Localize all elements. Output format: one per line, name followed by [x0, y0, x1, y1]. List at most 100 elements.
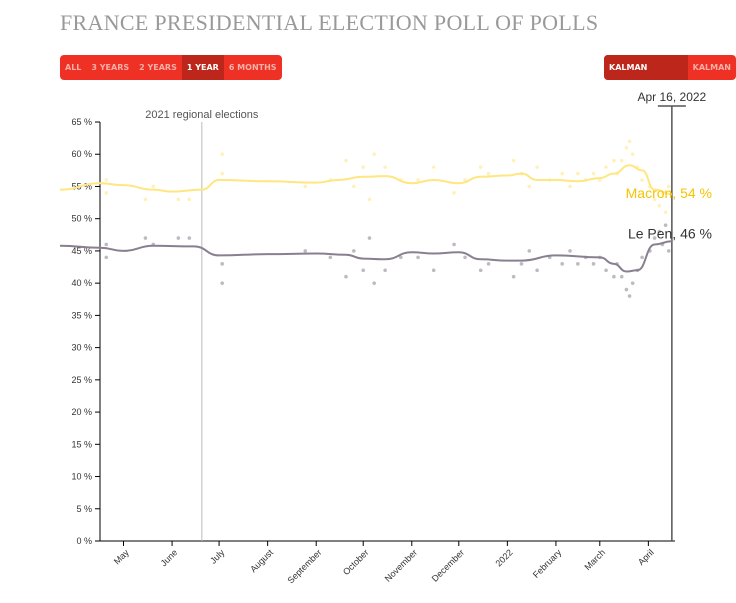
- y-tick-label: 0 %: [76, 536, 92, 546]
- x-tick-label: 2022: [494, 547, 515, 568]
- poll-point: [328, 255, 333, 260]
- poll-point: [143, 197, 148, 202]
- range-3-years-button[interactable]: 3 YEARS: [91, 63, 130, 72]
- x-tick-label: October: [341, 547, 371, 577]
- poll-point: [519, 262, 524, 266]
- poll-point: [527, 184, 532, 189]
- poll-point: [527, 249, 532, 253]
- poll-point: [416, 255, 420, 260]
- poll-point: [478, 268, 483, 273]
- poll-point: [361, 165, 366, 169]
- poll-point: [486, 171, 491, 176]
- y-tick-label: 10 %: [71, 472, 92, 482]
- poll-point: [657, 229, 662, 234]
- poll-point: [630, 281, 635, 285]
- poll-point: [657, 204, 662, 208]
- poll-point: [220, 262, 225, 266]
- poll-point: [604, 165, 608, 169]
- poll-point: [568, 249, 572, 253]
- poll-point: [612, 274, 616, 279]
- poll-point: [372, 281, 376, 285]
- poll-point: [652, 197, 657, 202]
- x-tick-label: February: [531, 547, 564, 580]
- poll-point: [652, 236, 657, 240]
- range-all-button[interactable]: ALL: [65, 63, 82, 72]
- series-end-label: Macron, 54 %: [626, 185, 712, 201]
- poll-point: [576, 262, 580, 266]
- y-tick-label: 25 %: [71, 375, 92, 385]
- poll-point: [187, 197, 192, 202]
- poll-point: [416, 178, 420, 182]
- x-tick-label: July: [208, 547, 227, 566]
- poll-point: [352, 249, 356, 253]
- poll-point: [303, 249, 308, 253]
- poll-point: [640, 178, 644, 182]
- kalman-smooth-button[interactable]: KALMAN SMOOTH: [604, 55, 688, 80]
- y-tick-label: 15 %: [71, 439, 92, 449]
- poll-point: [486, 262, 491, 266]
- poll-point: [367, 236, 372, 240]
- page-title: FRANCE PRESIDENTIAL ELECTION POLL OF POL…: [60, 10, 599, 35]
- poll-point: [399, 255, 403, 260]
- poll-point: [576, 171, 580, 176]
- poll-point: [367, 197, 372, 202]
- y-tick-label: 5 %: [76, 504, 92, 514]
- poll-point: [640, 255, 644, 260]
- range-1-year-button[interactable]: 1 YEAR: [181, 55, 224, 80]
- poll-point: [624, 287, 629, 292]
- x-tick-label: September: [285, 547, 323, 585]
- poll-point: [560, 262, 564, 266]
- poll-point: [627, 294, 632, 298]
- poll-point: [663, 210, 668, 215]
- y-tick-label: 20 %: [71, 407, 92, 417]
- poll-point: [666, 184, 671, 189]
- poll-point: [104, 242, 109, 247]
- kalman-button[interactable]: KALMAN: [692, 63, 731, 72]
- poll-point: [344, 274, 348, 279]
- y-tick-label: 45 %: [71, 246, 92, 256]
- range-6-months-button[interactable]: 6 MONTHS: [228, 63, 277, 72]
- poll-point: [383, 268, 387, 273]
- poll-point: [591, 262, 596, 266]
- poll-point: [568, 184, 572, 189]
- poll-point: [591, 171, 596, 176]
- series-end-label: Le Pen, 46 %: [628, 225, 712, 241]
- range-2-years-button[interactable]: 2 YEARS: [139, 63, 177, 72]
- y-tick-label: 40 %: [71, 278, 92, 288]
- poll-point: [361, 268, 366, 273]
- x-tick-label: May: [112, 547, 131, 566]
- poll-point: [630, 152, 635, 157]
- poll-point: [431, 268, 436, 273]
- poll-point: [535, 268, 539, 273]
- range-selector: ALL 3 YEARS 2 YEARS 1 YEAR 6 MONTHS: [60, 55, 282, 80]
- mode-selector: KALMAN SMOOTH KALMAN: [604, 55, 736, 80]
- current-date-label: Apr 16, 2022: [638, 90, 707, 104]
- x-tick-label: November: [383, 547, 419, 583]
- poll-point: [104, 191, 109, 195]
- regional-elections-label: 2021 regional elections: [145, 109, 259, 121]
- poll-point: [151, 184, 156, 189]
- y-tick-label: 30 %: [71, 343, 92, 353]
- poll-point: [220, 152, 225, 157]
- poll-point: [535, 165, 539, 169]
- trend-line-macron: [59, 164, 672, 196]
- y-tick-label: 35 %: [71, 310, 92, 320]
- poll-point: [619, 274, 624, 279]
- poll-point: [612, 158, 616, 163]
- poll-point: [220, 171, 225, 176]
- poll-point: [463, 255, 467, 260]
- y-tick-label: 60 %: [71, 149, 92, 159]
- poll-point: [624, 145, 629, 150]
- x-tick-label: December: [430, 547, 466, 583]
- poll-point: [352, 184, 356, 189]
- poll-point: [478, 165, 483, 169]
- poll-point: [303, 184, 308, 189]
- x-tick-label: August: [248, 547, 275, 574]
- y-tick-label: 65 %: [71, 117, 92, 127]
- poll-point: [604, 268, 608, 273]
- poll-point: [597, 178, 602, 182]
- poll-point: [663, 223, 668, 227]
- trend-line-le-pen: [59, 240, 672, 273]
- poll-point: [511, 274, 516, 279]
